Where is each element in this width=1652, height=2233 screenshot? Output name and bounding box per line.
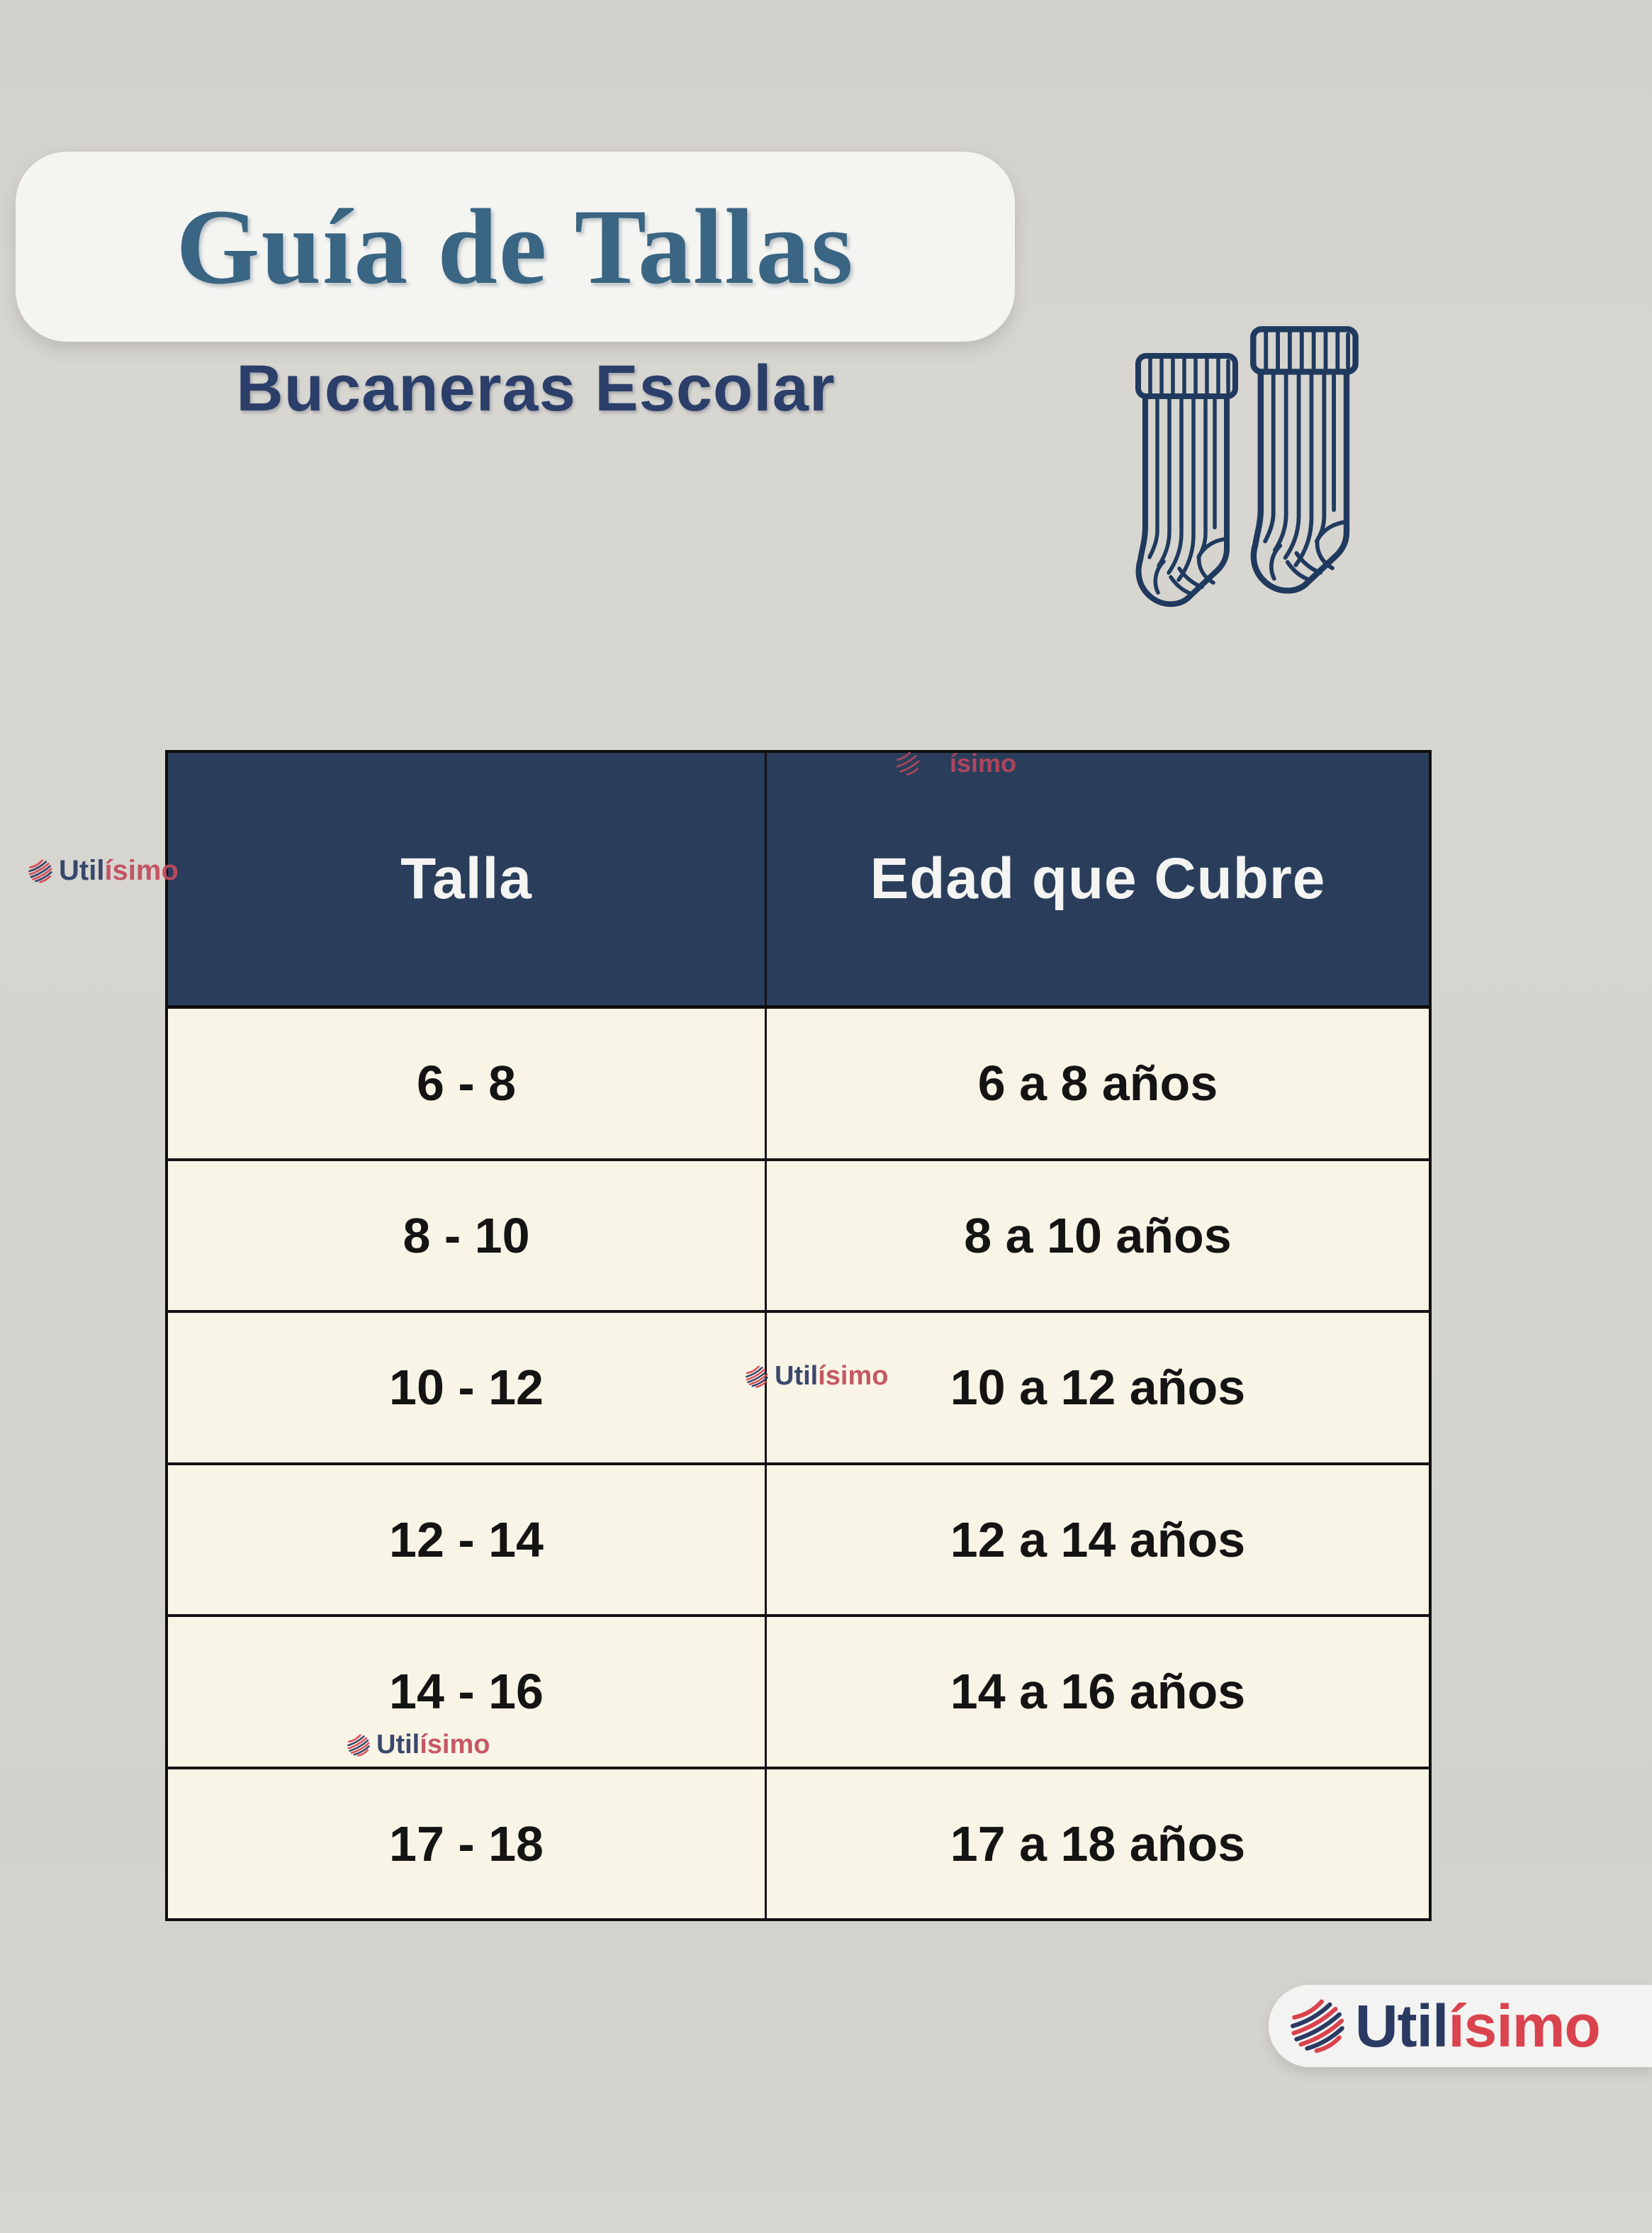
size-cell: 8 - 10 (168, 1160, 768, 1310)
size-value: 17 - 18 (389, 1815, 544, 1871)
brand-watermark-on-header: ísimo (894, 749, 1016, 778)
table-row: 12 - 14 12 a 14 años (168, 1462, 1429, 1615)
size-value: 12 - 14 (389, 1511, 544, 1567)
age-cell: 12 a 14 años (767, 1465, 1429, 1615)
brand-watermark-text: Utilísimo (376, 1730, 490, 1759)
age-cell: 10 a 12 años (767, 1313, 1429, 1462)
brand-watermark-text: Utilísimo (59, 855, 179, 886)
age-value: 17 a 18 años (950, 1815, 1246, 1871)
table-row: 10 - 12 10 a 12 años (168, 1310, 1429, 1462)
column-header-label: Talla (400, 846, 532, 911)
brand-watermark-text: Utilísimo (775, 1361, 889, 1391)
size-cell: 10 - 12 (168, 1313, 768, 1462)
table-row: 8 - 10 8 a 10 años (168, 1158, 1429, 1311)
header-cell-talla: Talla (168, 753, 768, 1005)
size-value: 6 - 8 (416, 1056, 517, 1112)
brand-logo-text: Utilísimo (1355, 1992, 1601, 2059)
age-cell: 6 a 8 años (767, 1009, 1429, 1158)
size-cell: 6 - 8 (168, 1009, 768, 1158)
header-cell-edad: Edad que Cubre (767, 753, 1429, 1005)
table-row: 6 - 8 6 a 8 años (168, 1009, 1429, 1158)
brand-watermark: Utilísimo (27, 855, 179, 887)
age-value: 12 a 14 años (950, 1511, 1246, 1567)
knee-high-socks-icon (1128, 325, 1426, 658)
age-cell: 8 a 10 años (767, 1161, 1429, 1311)
size-cell: 12 - 14 (168, 1465, 768, 1614)
socks-illustration (1128, 325, 1426, 658)
size-value: 10 - 12 (389, 1360, 544, 1416)
age-value: 14 a 16 años (950, 1664, 1246, 1720)
brand-watermark: Utilísimo (346, 1730, 490, 1760)
globe-swirl-icon (744, 1364, 770, 1389)
brand-logo: Utilísimo (1269, 1985, 1652, 2067)
globe-swirl-icon (1287, 1996, 1348, 2056)
table-row: 17 - 18 17 a 18 años (168, 1766, 1429, 1919)
age-cell: 17 a 18 años (767, 1769, 1429, 1919)
size-cell: 17 - 18 (168, 1769, 768, 1918)
page-subtitle: Bucaneras Escolar (236, 352, 836, 425)
globe-swirl-icon (894, 749, 921, 778)
age-cell: 14 a 16 años (767, 1617, 1429, 1767)
size-table: Talla Edad que Cubre 6 - 8 6 a 8 años 8 … (165, 750, 1432, 1921)
age-value: 8 a 10 años (964, 1207, 1232, 1263)
column-header-label: Edad que Cubre (870, 846, 1326, 911)
brand-watermark: Utilísimo (744, 1361, 888, 1392)
size-value: 8 - 10 (403, 1207, 530, 1263)
globe-swirl-icon (346, 1733, 371, 1758)
age-value: 6 a 8 años (977, 1056, 1218, 1112)
page-title: Guía de Tallas (176, 187, 855, 306)
brand-watermark-text: ísimo (950, 749, 1017, 778)
globe-swirl-icon (27, 858, 54, 885)
size-value: 14 - 16 (389, 1664, 544, 1720)
size-cell: 14 - 16 (168, 1617, 768, 1767)
table-header-row: Talla Edad que Cubre (168, 753, 1429, 1009)
table-row: 14 - 16 14 a 16 años (168, 1614, 1429, 1767)
title-badge: Guía de Tallas (16, 152, 1015, 342)
age-value: 10 a 12 años (950, 1360, 1246, 1416)
